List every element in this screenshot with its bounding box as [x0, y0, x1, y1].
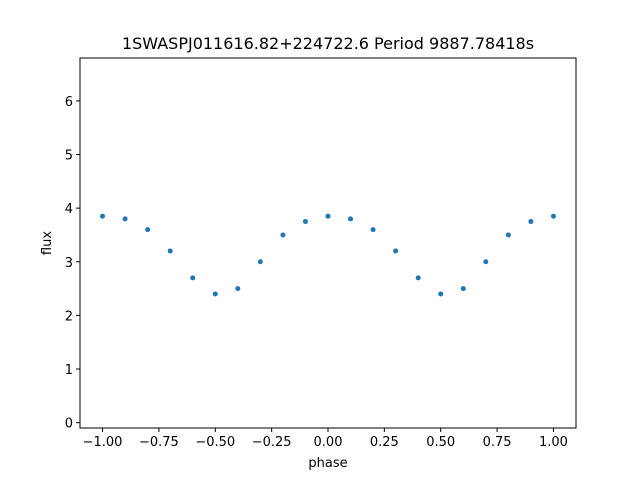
- data-point: [280, 232, 286, 238]
- data-point: [505, 232, 511, 238]
- data-point: [348, 216, 354, 222]
- data-point: [145, 227, 151, 233]
- data-point: [190, 275, 196, 281]
- data-point: [370, 227, 376, 233]
- x-tick-label: 0.50: [426, 435, 455, 450]
- chart-title: 1SWASPJ011616.82+224722.6 Period 9887.78…: [122, 34, 534, 53]
- data-point: [325, 213, 331, 219]
- y-tick-label: 3: [65, 256, 73, 271]
- x-tick-label: 0.25: [370, 435, 399, 450]
- x-tick-label: −0.50: [195, 435, 235, 450]
- data-point: [167, 248, 173, 254]
- data-point: [235, 286, 241, 292]
- y-tick-label: 5: [65, 149, 73, 164]
- x-axis: −1.00 −0.75 −0.50 −0.25 0.00 0.25 0.50 0.75 1.00: [83, 428, 568, 450]
- x-tick-label: −0.25: [252, 435, 292, 450]
- data-point: [302, 219, 308, 225]
- data-point: [460, 286, 466, 292]
- data-point: [122, 216, 128, 222]
- x-tick-label: 0.00: [314, 435, 343, 450]
- y-axis-label: flux: [40, 231, 55, 255]
- data-point: [483, 259, 489, 265]
- x-axis-label: phase: [308, 456, 347, 471]
- data-point: [212, 291, 218, 297]
- x-tick-label: −1.00: [83, 435, 123, 450]
- data-point: [415, 275, 421, 281]
- y-tick-label: 0: [65, 417, 73, 432]
- plot-frame: [79, 57, 577, 429]
- x-tick-label: 1.00: [539, 435, 568, 450]
- y-tick-label: 4: [65, 202, 73, 217]
- y-axis: 0 1 2 3 4 5 6: [65, 95, 80, 432]
- scatter-points: [100, 213, 556, 297]
- data-point: [100, 213, 106, 219]
- data-point: [528, 219, 534, 225]
- y-tick-label: 1: [65, 363, 73, 378]
- data-point: [550, 213, 556, 219]
- data-point: [257, 259, 263, 265]
- x-tick-label: −0.75: [139, 435, 179, 450]
- y-tick-label: 2: [65, 309, 73, 324]
- data-point: [393, 248, 399, 254]
- x-tick-label: 0.75: [483, 435, 512, 450]
- y-tick-label: 6: [65, 95, 73, 110]
- data-point: [438, 291, 444, 297]
